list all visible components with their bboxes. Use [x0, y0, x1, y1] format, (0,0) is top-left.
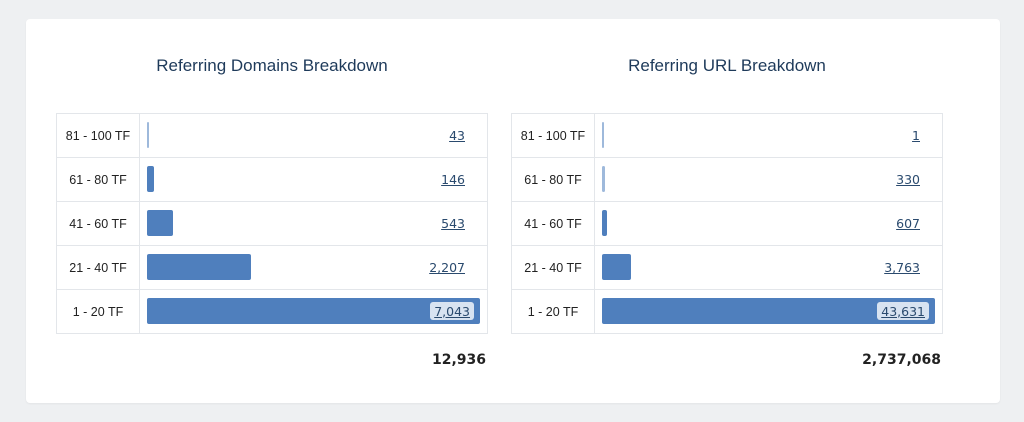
- breakdown-card: Referring Domains Breakdown 81 - 100 TF 4…: [26, 19, 1000, 403]
- domains-breakdown-title: Referring Domains Breakdown: [156, 56, 388, 75]
- bar-value-link[interactable]: 607: [896, 216, 920, 231]
- bar: [602, 210, 607, 236]
- table-row: 81 - 100 TF 43: [57, 114, 487, 157]
- bar-cell: 543: [140, 202, 487, 245]
- bar: [147, 254, 251, 280]
- table-row: 41 - 60 TF 543: [57, 201, 487, 245]
- domains-breakdown-panel: Referring Domains Breakdown 81 - 100 TF 4…: [56, 19, 488, 403]
- table-row: 81 - 100 TF 1: [512, 114, 942, 157]
- bar: [147, 298, 480, 324]
- row-label: 41 - 60 TF: [512, 202, 595, 245]
- bar: [147, 166, 154, 192]
- bar: [602, 166, 605, 192]
- urls-total: 2,737,068: [862, 352, 941, 368]
- table-row: 1 - 20 TF 43,631: [512, 289, 942, 333]
- row-label: 21 - 40 TF: [57, 246, 140, 289]
- bar-value-link[interactable]: 43: [449, 128, 465, 143]
- bar-value-link[interactable]: 3,763: [884, 260, 920, 275]
- bar: [147, 122, 149, 148]
- urls-breakdown-table: 81 - 100 TF 1 61 - 80 TF 330 41 - 60 TF 607 21…: [511, 113, 943, 334]
- row-label: 1 - 20 TF: [57, 290, 140, 333]
- urls-breakdown-panel: Referring URL Breakdown 81 - 100 TF 1 61 -…: [511, 19, 943, 403]
- table-row: 21 - 40 TF 3,763: [512, 245, 942, 289]
- row-label: 61 - 80 TF: [57, 158, 140, 201]
- table-row: 1 - 20 TF 7,043: [57, 289, 487, 333]
- urls-breakdown-title: Referring URL Breakdown: [628, 56, 826, 75]
- row-label: 81 - 100 TF: [512, 114, 595, 157]
- bar-value-link[interactable]: 330: [896, 172, 920, 187]
- domains-total: 12,936: [431, 352, 486, 368]
- bar-cell: 2,207: [140, 246, 487, 289]
- bar-value-link[interactable]: 543: [441, 216, 465, 231]
- row-label: 81 - 100 TF: [57, 114, 140, 157]
- row-label: 1 - 20 TF: [512, 290, 595, 333]
- table-row: 61 - 80 TF 146: [57, 157, 487, 201]
- bar-value-link[interactable]: 43,631: [877, 302, 929, 320]
- bar-cell: 43: [140, 114, 487, 157]
- table-row: 21 - 40 TF 2,207: [57, 245, 487, 289]
- bar-cell: 146: [140, 158, 487, 201]
- bar-value-link[interactable]: 7,043: [430, 302, 474, 320]
- bar-cell: 43,631: [595, 290, 942, 333]
- bar: [147, 210, 173, 236]
- row-label: 41 - 60 TF: [57, 202, 140, 245]
- row-label: 61 - 80 TF: [512, 158, 595, 201]
- domains-breakdown-table: 81 - 100 TF 43 61 - 80 TF 146 41 - 60 TF 543 2…: [56, 113, 488, 334]
- bar-cell: 7,043: [140, 290, 487, 333]
- bar-cell: 330: [595, 158, 942, 201]
- bar-value-link[interactable]: 1: [912, 128, 920, 143]
- bar-value-link[interactable]: 146: [441, 172, 465, 187]
- bar: [602, 254, 631, 280]
- bar-cell: 1: [595, 114, 942, 157]
- table-row: 61 - 80 TF 330: [512, 157, 942, 201]
- bar-cell: 3,763: [595, 246, 942, 289]
- bar: [602, 122, 604, 148]
- bar-cell: 607: [595, 202, 942, 245]
- bar-value-link[interactable]: 2,207: [429, 260, 465, 275]
- table-row: 41 - 60 TF 607: [512, 201, 942, 245]
- row-label: 21 - 40 TF: [512, 246, 595, 289]
